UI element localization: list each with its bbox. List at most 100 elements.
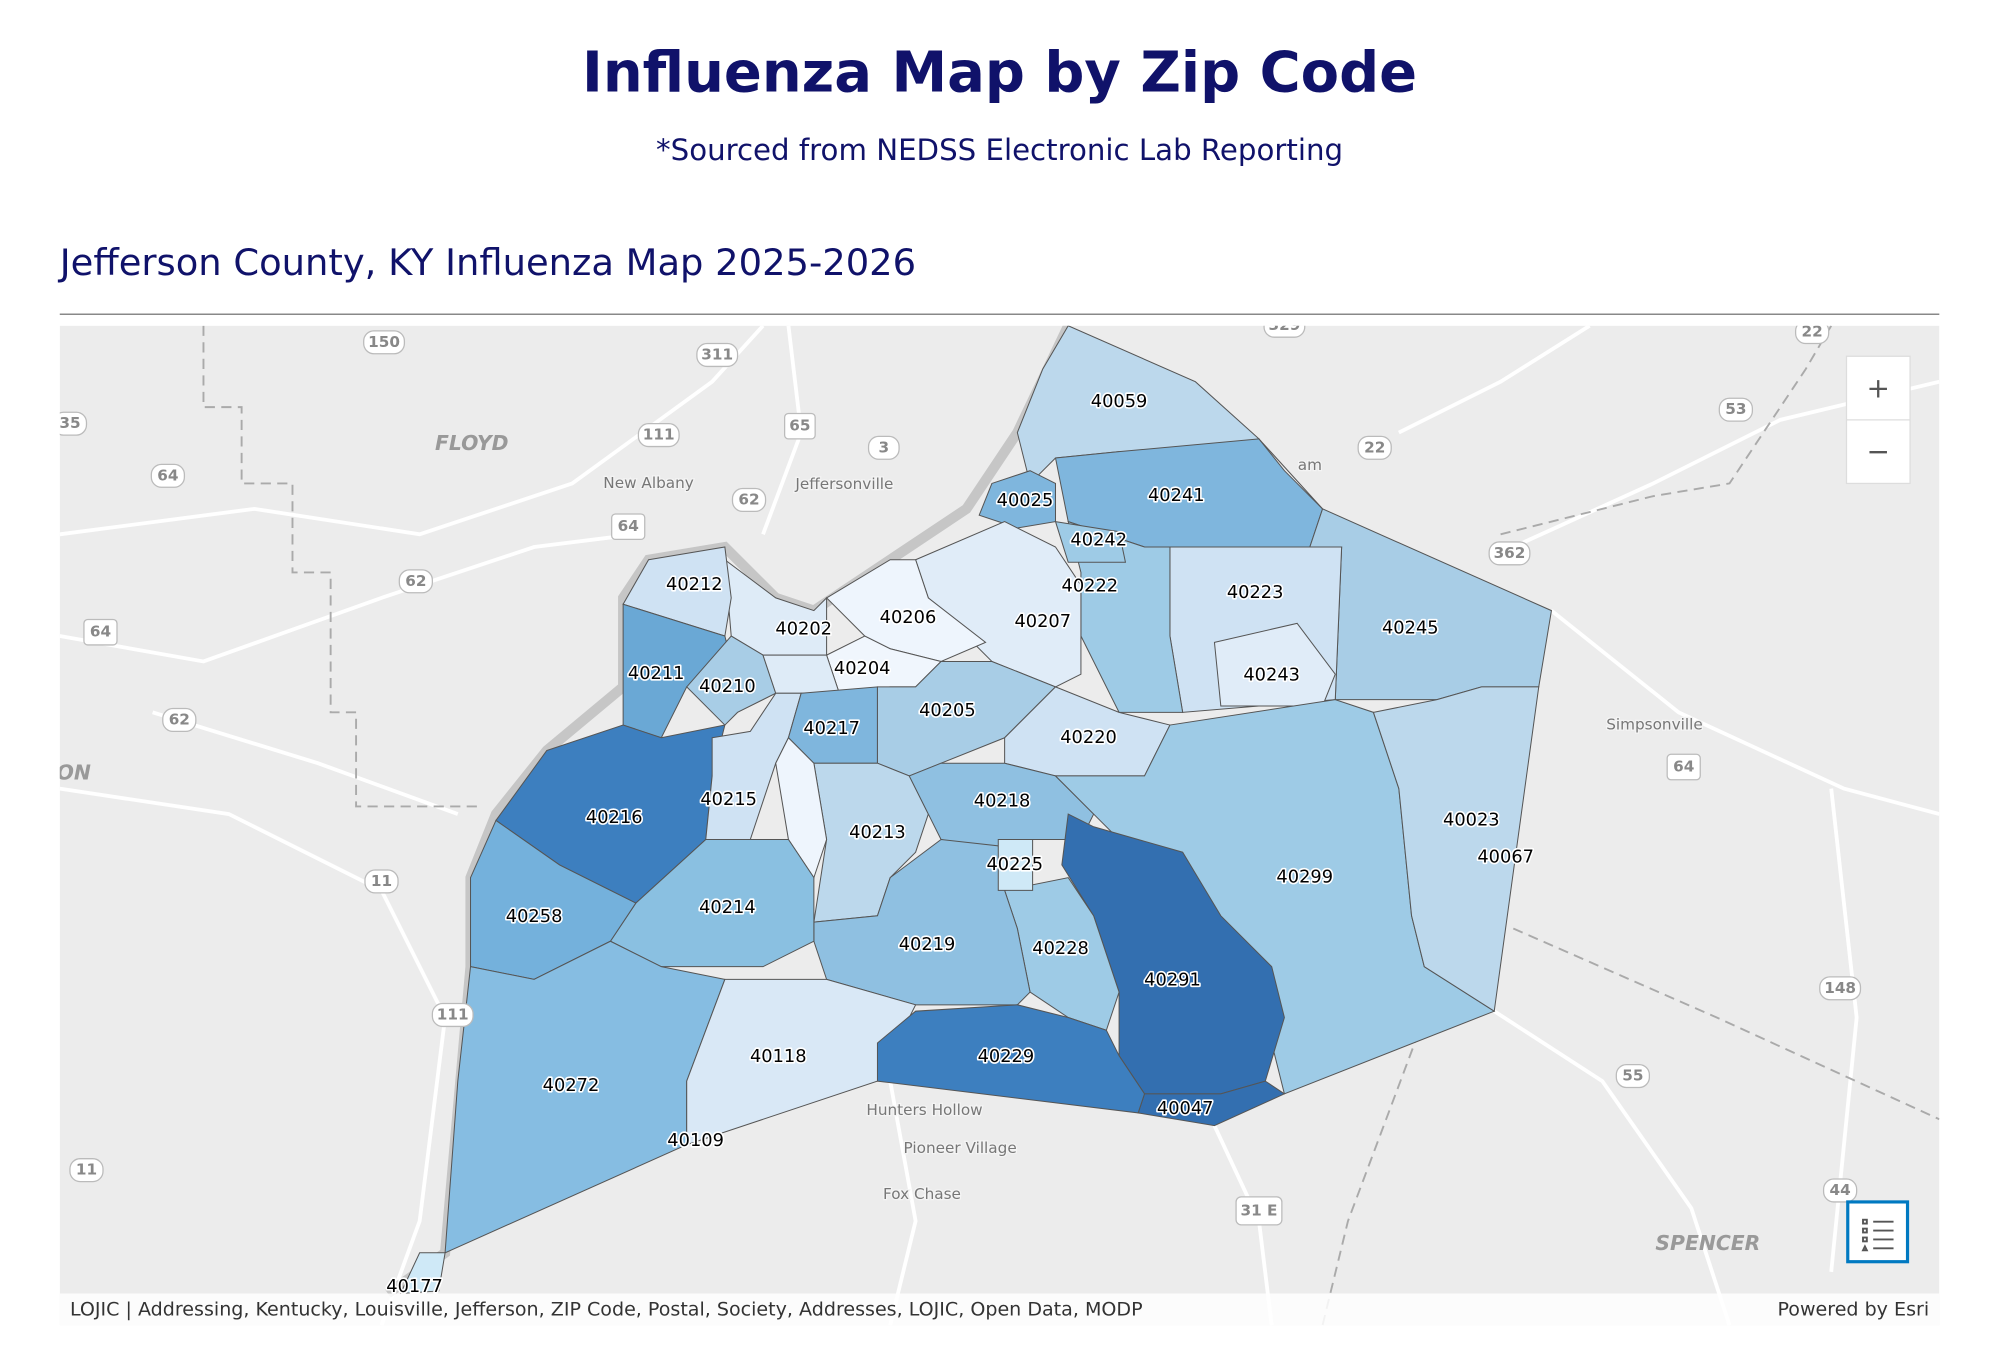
zip-area xyxy=(1372,686,1540,1013)
zip-label: 40214 xyxy=(699,897,756,918)
zip-label: 40220 xyxy=(1060,727,1117,748)
zip-label: 40210 xyxy=(699,676,756,697)
boundary-line xyxy=(1512,927,1940,1121)
shield-label: 64 xyxy=(1673,758,1694,776)
zip-label: 40059 xyxy=(1091,391,1148,412)
road-shield: 64 xyxy=(83,618,118,646)
road-shield: 3 xyxy=(867,435,900,460)
shield-label: 362 xyxy=(1494,544,1526,562)
zip-label: 40228 xyxy=(1032,938,1089,959)
zip-label: 40241 xyxy=(1148,485,1205,506)
zip-label: 40067 xyxy=(1477,846,1534,867)
place-label: Fox Chase xyxy=(883,1185,961,1203)
zip-label: 40023 xyxy=(1443,809,1500,830)
road xyxy=(152,710,459,816)
road-shield: 311 xyxy=(696,342,739,368)
shield-label: 148 xyxy=(1824,979,1856,997)
shield-label: 64 xyxy=(90,623,111,641)
shield-label: 311 xyxy=(701,345,733,363)
zip-label: 40211 xyxy=(628,663,685,684)
place-label: SPENCER xyxy=(1655,1231,1760,1255)
zip-label: 40243 xyxy=(1243,664,1300,685)
zip-label: 40216 xyxy=(586,807,643,828)
legend-icon xyxy=(1861,1218,1894,1252)
road-shield: 62 xyxy=(162,707,197,733)
zip-label: 40202 xyxy=(775,619,832,640)
legend-button-frame[interactable] xyxy=(1846,1200,1910,1264)
place-labels: FLOYD New Albany Jeffersonville ON am Si… xyxy=(57,431,1761,1255)
zip-label: 40225 xyxy=(986,854,1043,875)
zip-area xyxy=(399,1252,446,1295)
place-label: Simpsonville xyxy=(1606,716,1703,734)
powered-by: Powered by Esri xyxy=(1777,1299,1929,1321)
zip-label: 40213 xyxy=(849,822,906,843)
zoom-control: + − xyxy=(1845,355,1911,485)
shield-label: 3 xyxy=(879,438,890,456)
zip-label: 40206 xyxy=(880,607,937,628)
zip-labels: 40059 40025 40241 40242 40222 40223 4024… xyxy=(385,389,1536,1298)
road-shield: 64 xyxy=(150,463,186,488)
shield-label: 62 xyxy=(738,490,759,508)
zip-label: 40299 xyxy=(1276,867,1333,888)
road xyxy=(1550,609,1940,816)
road xyxy=(1397,325,1591,435)
zip-areas xyxy=(399,325,1553,1295)
shield-label: 11 xyxy=(371,872,392,890)
attribution-bar xyxy=(59,1293,1940,1326)
shield-label: 22 xyxy=(1364,438,1385,456)
shield-label: 44 xyxy=(1830,1181,1851,1199)
place-label: FLOYD xyxy=(435,431,509,455)
zip-label: 40245 xyxy=(1382,617,1439,638)
zip-area xyxy=(813,762,929,923)
zip-label: 40219 xyxy=(899,934,956,955)
zip-label: 40217 xyxy=(803,718,860,739)
legend-button[interactable] xyxy=(1846,1200,1910,1264)
shield-label: 64 xyxy=(618,517,639,535)
road xyxy=(59,325,765,537)
zoom-in-button[interactable]: + xyxy=(1867,371,1890,404)
place-label: Jeffersonville xyxy=(794,475,893,493)
road-shield: 53 xyxy=(1718,397,1754,422)
road-shield: 148 xyxy=(1819,976,1862,1001)
zip-area xyxy=(876,1004,1146,1114)
zip-label: 40109 xyxy=(667,1130,724,1151)
shield-label: 55 xyxy=(1622,1067,1643,1085)
shield-label: 150 xyxy=(368,333,400,351)
zip-area xyxy=(1054,520,1127,563)
road-shield: 65 xyxy=(783,412,816,440)
place-label: ON xyxy=(57,760,91,784)
boundary-line xyxy=(1321,1017,1426,1326)
boundaries xyxy=(202,325,1940,1326)
road-shield: 329 xyxy=(1263,325,1306,338)
place-label: New Albany xyxy=(603,474,694,492)
zip-label: 40229 xyxy=(978,1046,1035,1067)
road-shield: 62 xyxy=(398,569,434,594)
place-label: Pioneer Village xyxy=(904,1139,1017,1157)
road-shield: 64 xyxy=(1666,753,1701,781)
road-shield: 111 xyxy=(637,423,680,448)
zip-label: 40204 xyxy=(834,658,891,679)
shield-label: 53 xyxy=(1725,400,1746,418)
zoom-out-button[interactable]: − xyxy=(1867,435,1890,468)
zip-area xyxy=(622,546,732,637)
zip-label: 40242 xyxy=(1070,530,1127,551)
zip-label: 40025 xyxy=(997,490,1054,511)
shield-label: 64 xyxy=(157,466,178,484)
road-shield: 44 xyxy=(1822,1178,1858,1203)
shield-label: 22 xyxy=(1802,323,1823,341)
zip-label: 40215 xyxy=(700,789,757,810)
boundary-line xyxy=(202,325,484,808)
road xyxy=(59,532,637,664)
zip-label: 40223 xyxy=(1227,582,1284,603)
zip-area xyxy=(1213,622,1336,707)
shield-label: 62 xyxy=(405,572,426,590)
shield-label: 62 xyxy=(169,710,190,728)
place-label: Hunters Hollow xyxy=(866,1101,982,1119)
boundary-line xyxy=(1500,325,1833,536)
road xyxy=(1493,1009,1732,1326)
zip-label: 40222 xyxy=(1062,575,1119,596)
zip-label: 40207 xyxy=(1014,611,1071,632)
shield-label: 11 xyxy=(76,1161,97,1179)
